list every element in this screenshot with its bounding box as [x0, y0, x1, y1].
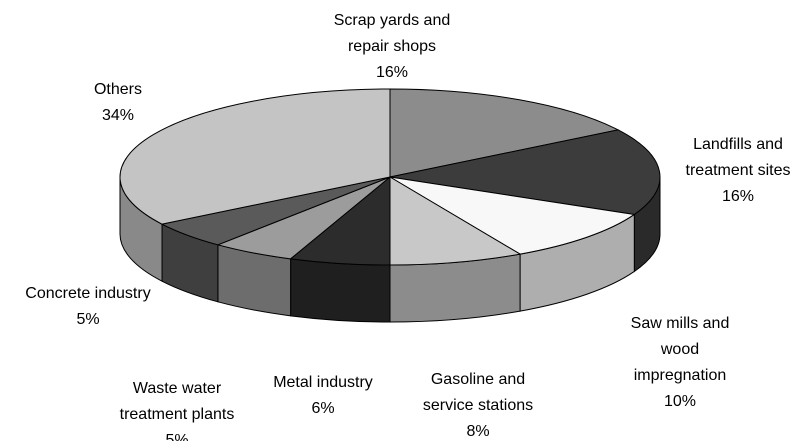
category-name: Waste water treatment plants	[119, 380, 235, 423]
slice-label: Waste water treatment plants 5%	[110, 376, 245, 441]
value-label: 5%	[76, 311, 100, 328]
category-name: Scrap yards and repair shops	[333, 12, 451, 55]
value-label: 16%	[721, 188, 755, 205]
value-label: 16%	[375, 64, 409, 81]
slice-label: Concrete industry 5%	[3, 281, 173, 333]
pie-side	[290, 258, 391, 323]
category-name: Concrete industry	[25, 285, 151, 302]
value-label: 8%	[466, 423, 490, 440]
value-label: 10%	[663, 393, 697, 410]
value-label: 5%	[165, 432, 189, 441]
slice-label: Gasoline and service stations 8%	[413, 367, 543, 441]
category-name: Saw mills and wood impregnation	[630, 315, 730, 384]
slice-label: Landfills and treatment sites 16%	[673, 132, 803, 210]
category-name: Gasoline and service stations	[422, 371, 534, 414]
slice-label: Saw mills and wood impregnation 10%	[620, 311, 740, 415]
pie-slice	[389, 129, 661, 215]
slice-label: Metal industry 6%	[263, 370, 383, 422]
slice-label: Others 34%	[78, 77, 158, 129]
category-name: Landfills and treatment sites	[685, 136, 791, 179]
pie-slice	[389, 176, 636, 255]
value-label: 34%	[101, 107, 135, 124]
pie-slice	[119, 88, 391, 225]
slice-label: Scrap yards and repair shops 16%	[322, 8, 462, 86]
pie-slice	[389, 88, 620, 178]
pie-slice	[389, 176, 522, 266]
value-label: 6%	[311, 400, 335, 417]
category-name: Others	[93, 81, 142, 98]
category-name: Metal industry	[273, 374, 373, 391]
